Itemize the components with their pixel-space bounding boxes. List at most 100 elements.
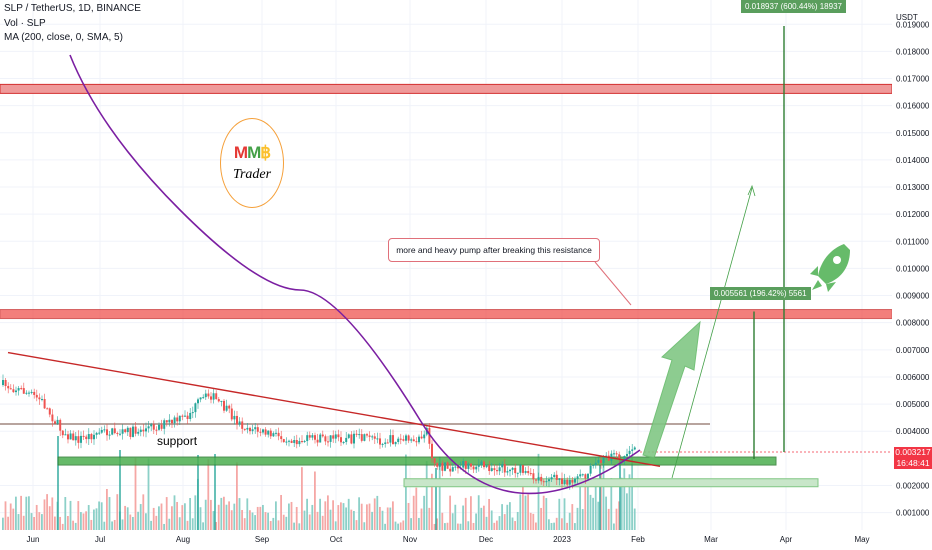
- candle-body: [431, 443, 433, 459]
- candle-body: [111, 428, 114, 435]
- candle-body: [340, 437, 342, 443]
- candle-body: [353, 433, 355, 444]
- candle-body: [558, 478, 561, 480]
- volume-bar: [165, 497, 168, 530]
- volume-bar: [15, 496, 17, 530]
- candle-body: [615, 453, 618, 455]
- volume-bar: [574, 523, 576, 530]
- candle-body: [631, 449, 634, 451]
- candle-body: [82, 435, 85, 437]
- candle-body: [176, 417, 179, 422]
- candle-body: [150, 424, 153, 427]
- candle-body: [368, 435, 371, 437]
- candle-body: [488, 465, 491, 471]
- candle-body: [555, 474, 558, 480]
- volume-bar: [571, 504, 574, 530]
- candle-body: [386, 442, 389, 444]
- volume-bar: [358, 497, 360, 530]
- candle-body: [298, 441, 301, 445]
- volume-bar: [249, 510, 251, 530]
- time-tick-label: 2023: [553, 535, 571, 544]
- candle-body: [249, 427, 251, 432]
- volume-bar: [449, 495, 451, 530]
- candle-body: [342, 442, 345, 444]
- volume-bar: [633, 508, 636, 530]
- volume-bar: [532, 513, 535, 530]
- volume-bar: [581, 509, 584, 530]
- volume-legend[interactable]: Vol · SLP: [4, 18, 46, 29]
- candle-body: [397, 438, 400, 442]
- volume-bar: [269, 521, 272, 530]
- volume-bar: [108, 497, 111, 530]
- candle-body: [329, 435, 332, 442]
- candle-body: [280, 436, 283, 440]
- volume-bar: [147, 458, 150, 530]
- price-tick-label: 0.013000: [896, 183, 930, 192]
- volume-bar: [17, 514, 20, 530]
- candle-body: [399, 438, 402, 440]
- volume-bar: [93, 509, 95, 530]
- volume-bar: [238, 498, 241, 530]
- symbol-title[interactable]: SLP / TetherUS, 1D, BINANCE: [4, 3, 141, 14]
- candle-body: [90, 434, 93, 440]
- volume-bar: [111, 521, 113, 530]
- volume-bar: [46, 494, 48, 530]
- candle-body: [327, 441, 329, 443]
- candle-body: [207, 393, 210, 397]
- time-axis[interactable]: Jun Jul Aug Sep Oct Nov Dec 2023 Feb Mar Apr May: [0, 530, 932, 550]
- candle-body: [54, 421, 56, 424]
- volume-bar: [607, 508, 610, 530]
- candle-body: [87, 434, 90, 440]
- candle-body: [490, 468, 493, 471]
- ma-legend[interactable]: MA (200, close, 0, SMA, 5): [4, 32, 123, 43]
- currency-label: USDT: [896, 13, 918, 22]
- time-tick-label: Oct: [330, 535, 343, 544]
- volume-bar: [230, 510, 233, 530]
- volume-bar: [327, 495, 329, 530]
- candle-body: [633, 447, 636, 450]
- candle-body: [272, 433, 275, 437]
- candle-body: [126, 427, 129, 433]
- volume-bar: [308, 514, 311, 530]
- candle-body: [454, 466, 457, 468]
- volume-bar: [98, 501, 100, 530]
- candle-body: [72, 433, 75, 441]
- descending-trendline: [7, 351, 661, 468]
- candle-body: [516, 472, 519, 474]
- candle-body: [95, 432, 98, 435]
- projection-line: [671, 187, 753, 479]
- time-tick-label: Apr: [780, 535, 793, 544]
- volume-bar: [488, 498, 490, 530]
- volume-bar: [7, 516, 9, 530]
- candle-body: [311, 435, 314, 438]
- candle-body: [129, 427, 132, 437]
- volume-bar: [558, 498, 561, 530]
- price-tick-label: 0.009000: [896, 292, 930, 301]
- candle-body: [64, 434, 67, 436]
- candle-body: [264, 429, 267, 435]
- volume-bar: [256, 506, 259, 530]
- candle-body: [407, 435, 410, 441]
- volume-bar: [82, 513, 85, 530]
- volume-bar: [342, 503, 345, 530]
- candle-body: [158, 424, 160, 430]
- volume-bar: [329, 509, 332, 530]
- resistance-note[interactable]: more and heavy pump after breaking this …: [388, 238, 600, 262]
- bar-countdown: 16:48:41: [894, 458, 932, 469]
- volume-bar: [490, 510, 493, 530]
- price-tick-label: 0.011000: [896, 237, 929, 246]
- volume-bar: [67, 516, 69, 530]
- price-tick-label: 0.018000: [896, 47, 930, 56]
- candle-body: [550, 477, 553, 480]
- volume-bar: [262, 504, 264, 530]
- candle-body: [238, 421, 241, 425]
- candle-body: [77, 436, 80, 443]
- candle-body: [100, 429, 103, 433]
- candle-body: [568, 479, 571, 485]
- price-tick-label: 0.005000: [896, 400, 930, 409]
- volume-bar: [176, 501, 178, 530]
- volume-bar: [353, 510, 355, 530]
- candle-body: [2, 380, 4, 385]
- candle-body: [337, 434, 340, 438]
